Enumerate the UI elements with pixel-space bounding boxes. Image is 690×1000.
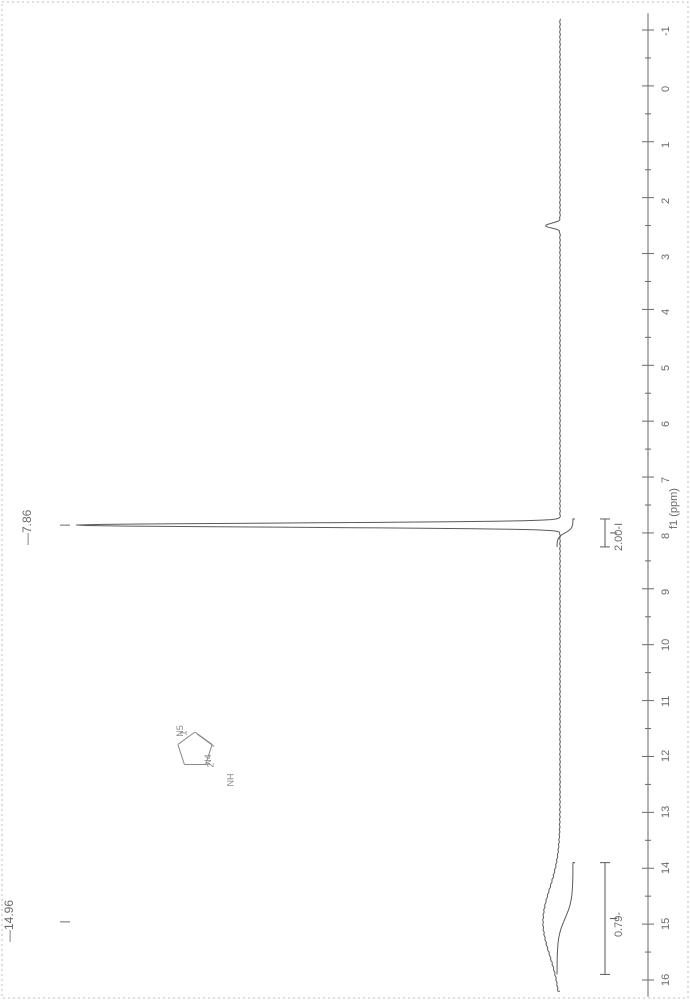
tick-label: 10 bbox=[660, 638, 672, 650]
peak-label-14-96: —14.96 bbox=[2, 900, 16, 942]
tick-label: 8 bbox=[660, 533, 672, 539]
tick-label: 9 bbox=[660, 589, 672, 595]
tick-label: 1 bbox=[660, 142, 672, 148]
tick-label: 2 bbox=[660, 198, 672, 204]
tick-label: 3 bbox=[660, 253, 672, 259]
tick-label: 7 bbox=[660, 477, 672, 483]
structure-atom-label: N4 bbox=[203, 754, 213, 766]
tick-label: 11 bbox=[660, 695, 672, 706]
nmr-spectrum-svg bbox=[0, 0, 690, 1000]
tick-label: 14 bbox=[660, 862, 672, 874]
tick-label: 13 bbox=[660, 806, 672, 818]
structure-atom-label: N5 bbox=[175, 726, 185, 738]
integral-value-0-79: 0.79- bbox=[613, 911, 625, 936]
tick-label: 16 bbox=[660, 974, 672, 986]
integral-value-2-00: 2.00-I bbox=[613, 523, 625, 551]
tick-label: 12 bbox=[660, 750, 672, 762]
axis-title: f1 (ppm) bbox=[668, 488, 680, 529]
tick-label: 5 bbox=[660, 365, 672, 371]
tick-label: 0 bbox=[660, 86, 672, 92]
tick-label: 4 bbox=[660, 309, 672, 315]
structure-atom-label: NH bbox=[225, 773, 235, 786]
peak-label-7-86: —7.86 bbox=[20, 510, 34, 545]
tick-label: 15 bbox=[660, 918, 672, 930]
tick-label: 6 bbox=[660, 421, 672, 427]
tick-label: -1 bbox=[660, 26, 672, 36]
